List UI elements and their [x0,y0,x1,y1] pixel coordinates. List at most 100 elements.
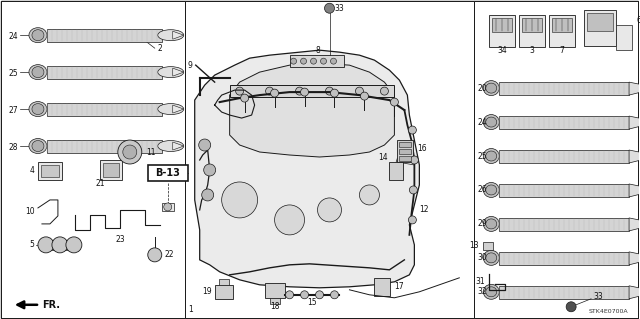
Ellipse shape [29,138,47,153]
Bar [162,203,173,211]
Text: 13: 13 [470,241,479,250]
Ellipse shape [486,83,497,93]
Ellipse shape [486,287,497,297]
Circle shape [236,87,244,95]
Bar [38,162,62,180]
Text: 31: 31 [476,277,485,286]
Circle shape [324,3,335,13]
Circle shape [38,237,54,253]
Text: 19: 19 [202,287,212,296]
Text: 10: 10 [26,207,35,216]
Circle shape [330,291,339,299]
Polygon shape [629,150,640,163]
Bar [399,156,412,161]
Ellipse shape [32,141,44,152]
Text: 7: 7 [560,46,564,55]
Polygon shape [629,184,640,197]
Text: 18: 18 [270,302,279,311]
Circle shape [321,58,326,64]
Bar [492,18,512,32]
Circle shape [275,205,305,235]
Polygon shape [629,82,640,95]
Bar [185,1,474,318]
Ellipse shape [32,67,44,78]
Circle shape [285,291,294,299]
Bar [148,165,188,181]
Bar [549,15,575,47]
Text: 1: 1 [188,305,193,314]
Ellipse shape [29,101,47,116]
Bar [230,85,394,97]
Polygon shape [629,218,640,231]
Ellipse shape [29,28,47,43]
Bar [42,240,78,250]
Bar [100,160,122,180]
Bar [499,82,629,95]
Text: 22: 22 [164,250,174,259]
Bar [499,252,629,265]
Bar [47,140,162,153]
Bar [499,150,629,163]
Ellipse shape [486,185,497,195]
Ellipse shape [486,151,497,161]
Bar [47,66,162,79]
Circle shape [326,87,333,95]
Circle shape [301,88,308,96]
Bar [374,278,390,296]
Polygon shape [173,142,184,150]
Ellipse shape [483,284,499,299]
Polygon shape [629,286,640,299]
Ellipse shape [486,253,497,263]
Circle shape [221,182,258,218]
Text: 21: 21 [95,180,104,189]
Bar [522,18,542,32]
Polygon shape [230,63,394,157]
Bar [103,163,119,177]
Circle shape [410,156,419,164]
Text: STK4E0700A: STK4E0700A [589,309,628,314]
Text: 4: 4 [30,167,35,175]
Ellipse shape [483,182,499,197]
Text: 11: 11 [146,147,156,157]
Text: 9: 9 [188,61,193,70]
Bar [399,149,412,154]
Bar [499,218,629,231]
Ellipse shape [486,219,497,229]
Text: 3: 3 [530,46,534,55]
Circle shape [148,248,162,262]
Ellipse shape [486,117,497,127]
Text: 20: 20 [477,84,487,93]
Ellipse shape [32,30,44,41]
Circle shape [310,58,317,64]
Bar [519,15,545,47]
Circle shape [202,189,214,201]
Circle shape [301,58,307,64]
Ellipse shape [158,104,184,115]
Text: 25: 25 [477,152,487,160]
Circle shape [330,58,337,64]
Circle shape [291,58,296,64]
Polygon shape [173,31,184,39]
Bar [264,283,285,298]
Bar [483,242,493,250]
Ellipse shape [158,67,184,78]
Text: 33: 33 [593,292,603,301]
Bar [399,142,412,147]
Circle shape [408,216,417,224]
Text: 25: 25 [8,69,18,78]
Text: 14: 14 [378,152,387,161]
Text: 30: 30 [477,253,487,262]
Ellipse shape [483,250,499,265]
Circle shape [316,291,323,299]
Text: 15: 15 [307,298,316,307]
Bar [389,162,403,180]
Bar [587,13,613,31]
Bar [499,184,629,197]
Polygon shape [173,105,184,113]
Circle shape [266,87,273,95]
Circle shape [301,291,308,299]
Ellipse shape [483,149,499,164]
Circle shape [330,89,339,97]
Ellipse shape [158,30,184,41]
Text: 17: 17 [394,282,404,291]
